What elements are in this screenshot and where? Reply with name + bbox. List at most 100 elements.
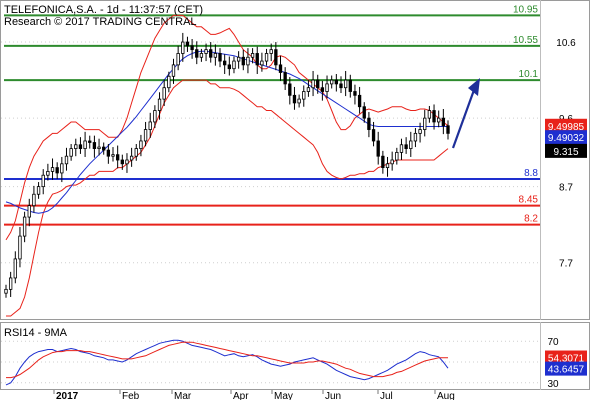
candle-body	[413, 132, 418, 142]
candle-body	[36, 186, 41, 195]
candle-body	[432, 110, 436, 123]
candle-body	[92, 142, 97, 149]
level-label: 10.95	[513, 4, 538, 15]
price-tag-label: 9.49985	[548, 122, 585, 133]
price-tag-label: 9.315	[553, 147, 578, 158]
month-label: Jul	[380, 391, 393, 400]
candle-body	[302, 91, 306, 100]
candle-body	[334, 79, 339, 85]
price-tick-label: 7.7	[559, 259, 573, 270]
candle-body	[153, 110, 157, 123]
candle-body	[241, 56, 245, 66]
candle-body	[102, 146, 106, 151]
month-label: May	[274, 391, 293, 400]
candle-body	[32, 193, 36, 207]
candle-body	[190, 45, 194, 51]
rsi-line-9ma	[6, 341, 448, 379]
chart-title: TELEFONICA,S.A. - 1d - 11:37:57 (CET)	[4, 4, 203, 16]
rsi-tick-label: 70	[547, 337, 559, 348]
candle-body	[367, 117, 371, 130]
candle-body	[106, 149, 111, 157]
candle-body	[320, 87, 325, 92]
candle-body	[283, 72, 287, 85]
candle-body	[441, 117, 446, 127]
candle-body	[218, 53, 222, 62]
candle-body	[134, 148, 138, 157]
forecast-arrow	[451, 78, 480, 149]
candle-body	[357, 94, 362, 108]
candle-body	[385, 163, 390, 169]
candle-body	[292, 94, 297, 104]
price-tag-label: 9.49032	[548, 133, 585, 144]
candle-body	[232, 60, 236, 70]
candle-body	[4, 288, 8, 294]
series-line-upper-band	[5, 14, 449, 241]
candle-body	[181, 41, 185, 54]
candle-body	[120, 159, 124, 165]
candle-body	[64, 155, 69, 165]
series-line-lower-band	[6, 79, 449, 317]
candle-body	[139, 140, 143, 149]
candle-body	[78, 144, 83, 149]
candles	[4, 32, 450, 298]
candle-body	[260, 60, 264, 66]
level-lines: 10.95 10.55 10.1 8.8 8.45 8.2	[4, 4, 540, 226]
candle-body	[343, 79, 348, 89]
candle-body	[97, 146, 101, 149]
rsi-tag-box	[545, 350, 587, 365]
candle-body	[176, 53, 180, 66]
candle-body	[381, 155, 385, 169]
month-label: Feb	[122, 391, 140, 400]
price-tag-box	[545, 118, 587, 133]
rsi-tag-box	[545, 361, 587, 376]
level-label: 8.45	[519, 195, 539, 206]
candle-body	[125, 159, 129, 165]
candle-body	[404, 144, 408, 149]
candle-body	[22, 216, 27, 237]
candle-body	[27, 205, 31, 218]
month-label: Apr	[233, 391, 249, 400]
level-label: 8.2	[524, 214, 538, 225]
candle-body	[306, 87, 311, 92]
month-label: Aug	[437, 391, 455, 400]
candle-body	[171, 64, 176, 77]
rsi-tick-label: 30	[547, 379, 559, 390]
candle-body	[199, 53, 204, 58]
candle-body	[60, 163, 64, 174]
candle-body	[115, 154, 120, 161]
candle-body	[418, 129, 422, 134]
price-tag-box	[545, 143, 587, 158]
month-label: Jun	[325, 391, 341, 400]
price-series	[5, 14, 449, 317]
candle-body	[371, 129, 376, 142]
candle-body	[437, 117, 441, 123]
price-tick-label: 8.7	[559, 183, 573, 194]
candle-body	[399, 144, 404, 153]
month-axis-labels: 2017 Feb Mar Apr May Jun Jul Aug	[53, 390, 455, 400]
candle-body	[423, 117, 427, 130]
candle-body	[18, 235, 22, 260]
rsi-tag-label: 43.6457	[548, 365, 585, 376]
candle-body	[83, 140, 87, 149]
chart-credit: Research © 2017 TRADING CENTRAL	[4, 16, 197, 28]
candle-body	[74, 144, 78, 149]
candle-body	[316, 79, 320, 89]
rsi-series	[5, 339, 449, 386]
candle-body	[88, 140, 92, 143]
candle-body	[167, 75, 171, 89]
candle-body	[223, 60, 227, 66]
level-label: 8.8	[524, 168, 538, 179]
candle-body	[55, 167, 59, 174]
candle-body	[195, 49, 199, 58]
candle-body	[264, 53, 269, 62]
candle-body	[339, 83, 343, 89]
candle-body	[69, 148, 73, 157]
level-label: 10.55	[513, 35, 538, 46]
candle-body	[274, 49, 278, 66]
candle-body	[409, 140, 413, 149]
candle-body	[185, 41, 190, 47]
candle-body	[348, 79, 352, 92]
